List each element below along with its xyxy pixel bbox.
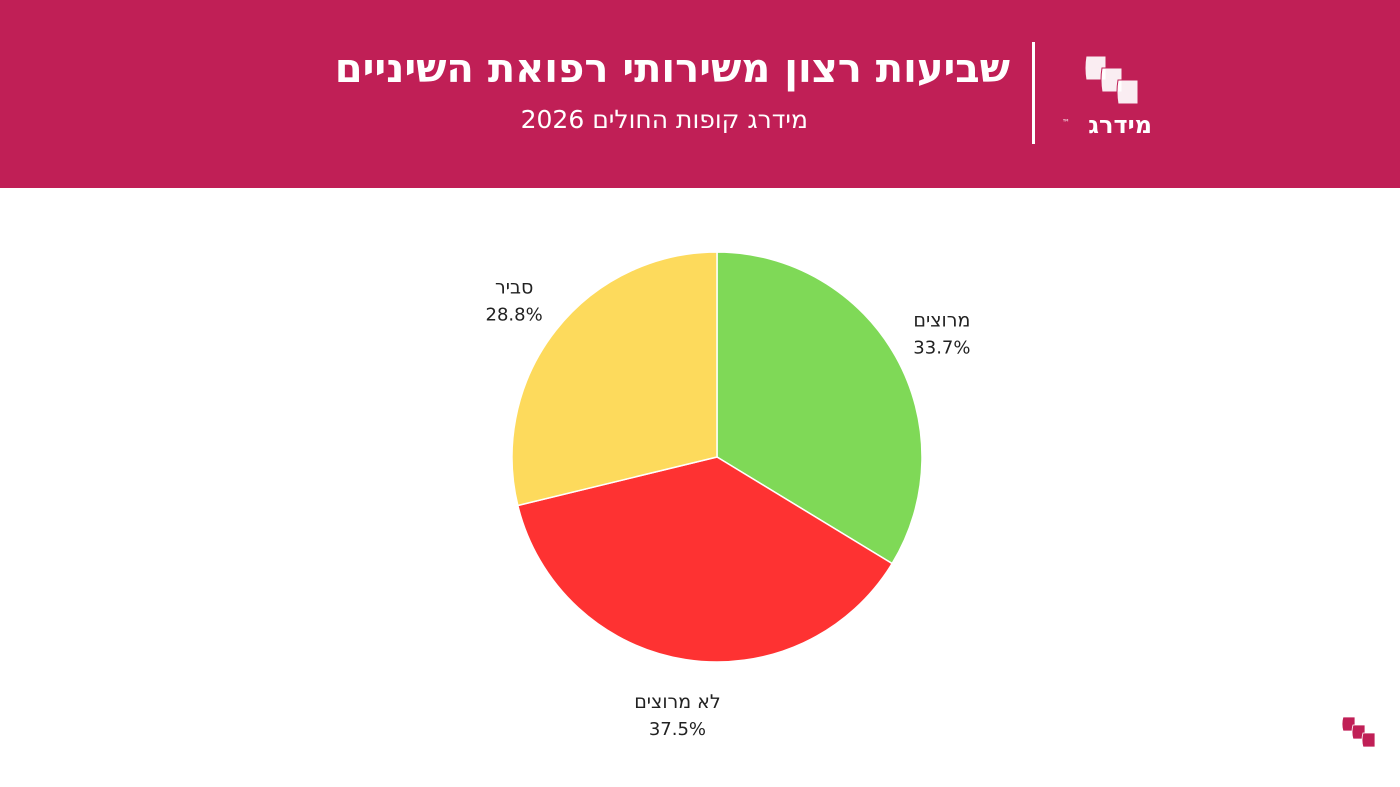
slice-value-label-2: 28.8% (486, 305, 543, 326)
midrag-logo: ™ מידרג (1062, 50, 1162, 146)
pie-slice-0 (716, 251, 923, 565)
slice-label-1: לא מרוצים (634, 691, 720, 713)
pie-slice-2 (511, 251, 718, 507)
slice-label-2: סביר (495, 277, 533, 299)
page-subtitle: מידרג קופות החולים 2026 (520, 105, 808, 134)
header-divider (1032, 42, 1035, 144)
pie-slice-1 (516, 456, 894, 663)
page-title: שביעות רצון משירותי רפואת השיניים (334, 46, 1010, 92)
slice-value-label-0: 33.7% (913, 338, 970, 359)
pie-chart: מרוצים 33.7% לא מרוצים 37.5% סביר 28.8% (486, 251, 970, 740)
midrag-flags-icon (1084, 55, 1139, 105)
slice-label-0: מרוצים (913, 310, 970, 332)
corner-logo-icon (1341, 716, 1376, 748)
slice-value-label-1: 37.5% (649, 719, 706, 740)
logo-trademark: ™ (1062, 118, 1070, 127)
logo-text: מידרג (1088, 111, 1152, 139)
header-banner: שביעות רצון משירותי רפואת השיניים מידרג … (0, 0, 1400, 188)
